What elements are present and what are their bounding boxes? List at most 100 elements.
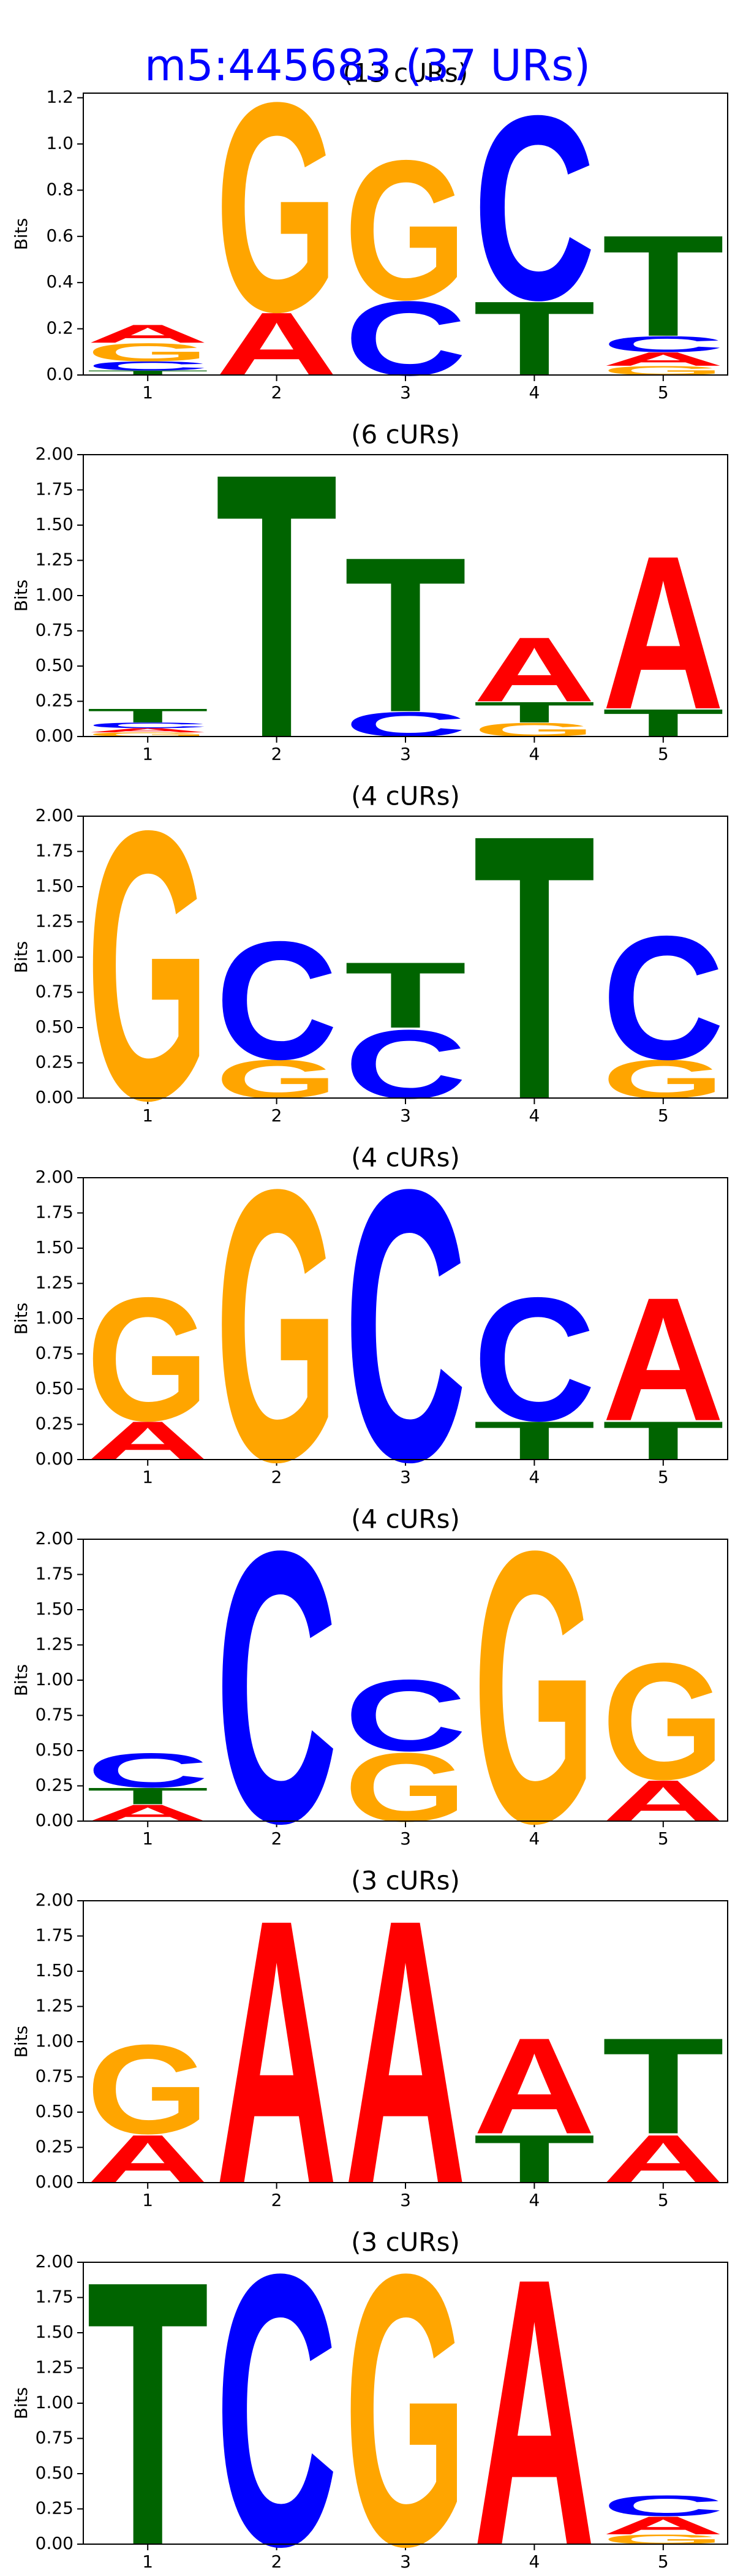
y-tick-label: 0.75 xyxy=(36,982,74,1002)
logo-letter: C xyxy=(216,907,338,1095)
logo-letter: A xyxy=(602,1261,725,1458)
y-tick-label: 0.00 xyxy=(36,1449,74,1469)
x-tick-label: 1 xyxy=(142,382,153,403)
logo-letter: C xyxy=(344,1659,467,1773)
logo-letter: T xyxy=(216,395,338,817)
logo-letter: G xyxy=(216,1048,338,1110)
x-tick-label: 1 xyxy=(142,2190,153,2210)
logo-letter: C xyxy=(473,1261,595,1458)
y-tick-label: 1.50 xyxy=(36,514,74,534)
x-tick-label: 5 xyxy=(658,1467,669,1487)
y-tick-label: 1.00 xyxy=(36,2031,74,2051)
y-tick-label: 1.50 xyxy=(36,1960,74,1980)
x-tick-label: 3 xyxy=(400,2551,411,2572)
panel-title: (3 cURs) xyxy=(351,2227,460,2257)
logo-letter: C xyxy=(344,1110,467,1542)
x-tick-label: 4 xyxy=(529,744,540,764)
y-tick-label: 1.75 xyxy=(36,2287,74,2307)
logo-letter: T xyxy=(602,1410,725,1471)
y-tick-label: 1.25 xyxy=(36,1273,74,1293)
y-axis-label: Bits xyxy=(11,941,31,974)
logo-letter: G xyxy=(473,1471,595,1904)
y-tick-label: 0.00 xyxy=(36,1810,74,1830)
y-tick-label: 0.75 xyxy=(36,2066,74,2086)
axes-frame xyxy=(83,1539,728,1822)
y-tick-label: 1.25 xyxy=(36,550,74,570)
y-tick-label: 0.25 xyxy=(36,1414,74,1434)
x-tick-label: 4 xyxy=(529,2190,540,2210)
y-tick-label: 1.75 xyxy=(36,1925,74,1945)
y-tick-label: 1.00 xyxy=(36,1308,74,1328)
axes-frame xyxy=(83,454,728,737)
x-tick-label: 2 xyxy=(271,1105,282,1126)
y-tick-label: 1.00 xyxy=(36,585,74,605)
logo-letter: C xyxy=(86,721,209,730)
x-tick-label: 5 xyxy=(658,744,669,764)
y-tick-label: 2.00 xyxy=(36,805,74,825)
axes-frame xyxy=(83,1900,728,2183)
y-axis-label: Bits xyxy=(11,2387,31,2420)
y-tick-label: 1.00 xyxy=(36,1669,74,1689)
y-tick-label: 0.00 xyxy=(36,1087,74,1107)
logo-letter: C xyxy=(602,331,725,357)
logo-letter: T xyxy=(344,512,467,759)
logo-letter: A xyxy=(216,1841,338,2263)
y-tick-label: 0.2 xyxy=(46,318,74,338)
y-tick-label: 1.25 xyxy=(36,1634,74,1654)
logo-letter: C xyxy=(86,358,209,373)
logo-letter: G xyxy=(216,40,338,374)
x-tick-label: 4 xyxy=(529,2551,540,2572)
y-tick-label: 0.25 xyxy=(36,691,74,711)
y-tick-label: 0.25 xyxy=(36,1052,74,1072)
x-tick-label: 2 xyxy=(271,2190,282,2210)
x-tick-label: 5 xyxy=(658,1828,669,1849)
x-tick-label: 1 xyxy=(142,1828,153,1849)
y-tick-label: 0.75 xyxy=(36,2428,74,2448)
y-axis-label: Bits xyxy=(11,2026,31,2058)
logo-letter: A xyxy=(86,727,209,733)
x-tick-label: 4 xyxy=(529,1467,540,1487)
y-tick-label: 0.50 xyxy=(36,1740,74,1760)
logo-letter: A xyxy=(86,2121,209,2197)
axes-frame xyxy=(83,2262,728,2545)
logo-letter: A xyxy=(473,2200,595,2574)
logo-letter: T xyxy=(86,705,209,727)
logo-letter: A xyxy=(473,2010,595,2163)
y-tick-label: 1.25 xyxy=(36,1996,74,2016)
logo-letter: C xyxy=(216,1471,338,1904)
x-tick-label: 4 xyxy=(529,1828,540,1849)
logo-letter: A xyxy=(602,1768,725,1833)
logo-letter: T xyxy=(86,2202,209,2574)
y-tick-label: 1.00 xyxy=(36,2392,74,2412)
y-axis-label: Bits xyxy=(11,1303,31,1335)
panel-title: (13 cURs) xyxy=(343,58,468,88)
logo-letter: T xyxy=(473,756,595,1179)
x-tick-label: 5 xyxy=(658,1105,669,1126)
logo-letter: G xyxy=(86,752,209,1180)
y-tick-label: 2.00 xyxy=(36,1890,74,1910)
logo-letter: G xyxy=(86,338,209,367)
logo-letter: A xyxy=(602,2121,725,2197)
logo-letter: T xyxy=(473,279,595,398)
y-tick-label: 1.50 xyxy=(36,2322,74,2342)
axes-frame xyxy=(83,1177,728,1460)
y-tick-label: 2.00 xyxy=(36,1528,74,1548)
logo-letter: G xyxy=(344,1733,467,1842)
x-tick-label: 1 xyxy=(142,2551,153,2572)
panel-title: (4 cURs) xyxy=(351,1143,460,1173)
y-tick-label: 0.00 xyxy=(36,725,74,746)
y-axis-label: Bits xyxy=(11,1664,31,1697)
x-tick-label: 2 xyxy=(271,2551,282,2572)
logo-letter: A xyxy=(602,349,725,370)
logo-letter: G xyxy=(86,1260,209,1458)
y-tick-label: 1.75 xyxy=(36,1202,74,1222)
logo-letter: A xyxy=(216,294,338,395)
y-tick-label: 0.50 xyxy=(36,2101,74,2121)
logo-letter: G xyxy=(602,1629,725,1815)
logo-letter: G xyxy=(344,119,467,342)
panel-title: (6 cURs) xyxy=(351,420,460,450)
y-tick-label: 1.75 xyxy=(36,1564,74,1584)
x-tick-label: 3 xyxy=(400,1105,411,1126)
logo-letter: A xyxy=(473,618,595,721)
